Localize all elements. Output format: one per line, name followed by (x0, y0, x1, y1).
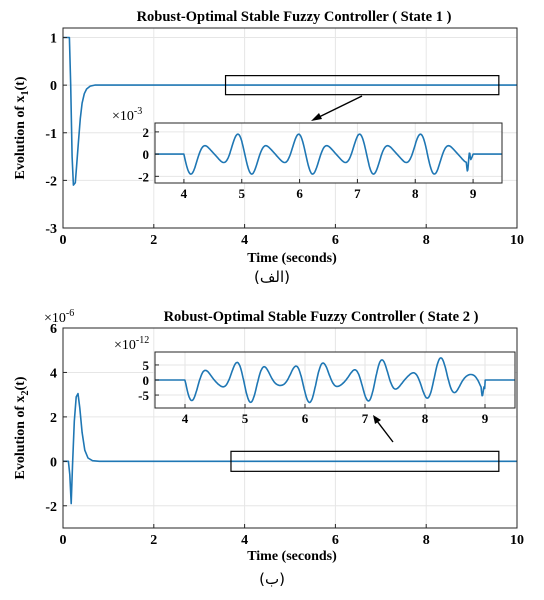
c2-x-tick-label: 0 (60, 533, 67, 548)
c1-x-tick-label: 2 (150, 233, 157, 248)
c2i-x-tick-label: 7 (362, 411, 369, 426)
c1-y-tick-label: -2 (45, 174, 57, 189)
c2i-x-tick-label: 6 (302, 411, 309, 426)
chart-1-y-axis-label-tail: (t) (13, 76, 28, 90)
c2i-y-tick-label: 0 (143, 373, 150, 388)
c1i-x-tick-label: 7 (354, 186, 361, 201)
chart-2-inset-multiplier: ×10 (114, 338, 136, 353)
chart-1-y-axis-label: Evolution of x1(t) (13, 76, 31, 179)
chart-1-inset-grid (155, 123, 502, 183)
chart-1-x-ticks: 0 2 4 6 8 10 (60, 224, 524, 248)
chart-2-inset-series (154, 357, 516, 404)
c2i-x-tick-label: 9 (482, 411, 489, 426)
c2-x-tick-label: 6 (332, 533, 339, 548)
chart-2-zoom-arrow (373, 415, 394, 443)
chart-1-series (63, 36, 517, 186)
chart-2-y-ticks: 6 4 2 0 -2 (45, 322, 67, 515)
chart-1-inset-axes-box (154, 122, 503, 184)
c2i-x-tick-label: 4 (182, 411, 189, 426)
c1-y-tick-label: -1 (45, 127, 57, 142)
chart-1-axes-box (62, 27, 518, 229)
chart-2-series (63, 392, 517, 505)
c1-x-tick-label: 0 (60, 233, 67, 248)
chart-2-title: Robust-Optimal Stable Fuzzy Controller (… (164, 309, 479, 325)
c2-series-line (63, 392, 517, 505)
chart-state-1: Robust-Optimal Stable Fuzzy Controller (… (13, 9, 524, 286)
chart-1-x-axis-label: Time (seconds) (247, 251, 337, 266)
chart-2-inset-x-ticks: 4 5 6 7 8 9 (182, 404, 489, 426)
chart-2-caption: (ب) (259, 570, 285, 588)
c2i-y-tick-label: 5 (143, 358, 150, 373)
c1i-y-tick-label: 0 (143, 147, 150, 162)
c1-y-tick-label: 1 (50, 32, 57, 47)
chart-1-inset-x-ticks: 4 5 6 7 8 9 (181, 179, 477, 201)
c2-x-tick-label: 10 (510, 533, 524, 548)
chart-1-zoom-box (224, 75, 500, 96)
chart-1-y-ticks: 1 0 -1 -2 -3 (45, 32, 67, 237)
c2-y-tick-label: 2 (50, 411, 57, 426)
c1-x-tick-label: 10 (510, 233, 524, 248)
c1i-x-tick-label: 9 (470, 186, 477, 201)
c1i-y-tick-label: -2 (138, 169, 149, 184)
c1i-x-tick-label: 6 (296, 186, 303, 201)
chart-2-y-axis-label-tail: (t) (13, 376, 28, 390)
c1i-x-tick-label: 4 (181, 186, 188, 201)
c2-x-tick-label: 8 (423, 533, 430, 548)
chart-1-inset: 4 5 6 7 8 9 2 0 -2 ×10-3 (112, 106, 503, 201)
c1-series-line (63, 36, 517, 186)
c1i-x-tick-label: 8 (412, 186, 419, 201)
chart-2-zoom-box (230, 450, 500, 472)
c1-y-tick-label: -3 (45, 222, 57, 237)
c1-x-tick-label: 8 (423, 233, 430, 248)
chart-1-inset-y-ticks: 2 0 -2 (138, 125, 159, 184)
c2-y-tick-label: -2 (45, 500, 57, 515)
chart-2-multiplier: ×10-6 (44, 308, 74, 326)
c2-x-tick-label: 2 (150, 533, 157, 548)
chart-2-x-axis-label: Time (seconds) (247, 549, 337, 564)
c2-y-tick-label: 0 (50, 455, 57, 470)
chart-2-inset-scale: ×10-12 (114, 335, 149, 353)
c2-y-tick-label: 4 (50, 366, 57, 381)
c1-x-tick-label: 4 (241, 233, 248, 248)
c2-y-tick-label: 6 (50, 322, 57, 337)
chart-2-multiplier-base: ×10 (44, 311, 66, 326)
c2i-x-tick-label: 5 (242, 411, 249, 426)
chart-2-inset-y-ticks: 50-5 (138, 358, 159, 403)
chart-2-axes-box (62, 327, 518, 529)
chart-1-zoom-arrow (311, 95, 363, 121)
c1-y-tick-label: 0 (50, 79, 57, 94)
c1-x-tick-label: 6 (332, 233, 339, 248)
c1i-y-tick-label: 2 (143, 125, 150, 140)
chart-1-y-axis-label-subscript: 1 (20, 90, 31, 95)
chart-1-inset-series (154, 133, 503, 175)
c2i-x-tick-label: 8 (422, 411, 429, 426)
chart-1-caption: (الف) (254, 268, 290, 286)
c2-inset-series-line (154, 357, 516, 404)
c1-inset-series-line (154, 133, 503, 175)
chart-1-inset-scale: ×10-3 (112, 106, 142, 124)
chart-2-inset-exponent: -12 (136, 335, 149, 346)
c2-x-tick-label: 4 (241, 533, 248, 548)
chart-2-y-axis-label: Evolution of x2(t) (13, 376, 31, 479)
chart-2-x-ticks: 0 2 4 6 8 10 (60, 524, 524, 548)
chart-1-y-axis-label-main: Evolution of x (13, 95, 28, 179)
chart-2-multiplier-exponent: -6 (66, 308, 74, 319)
chart-1-inset-multiplier: ×10 (112, 109, 134, 124)
chart-1-inset-exponent: -3 (134, 106, 142, 117)
c2i-y-tick-label: -5 (138, 388, 149, 403)
chart-2-y-axis-label-main: Evolution of x (13, 395, 28, 479)
chart-state-2: ×10-6 Robust-Optimal Stable Fuzzy Contro… (13, 308, 524, 588)
c1i-x-tick-label: 5 (239, 186, 246, 201)
chart-1-title: Robust-Optimal Stable Fuzzy Controller (… (137, 9, 452, 25)
chart-2-y-axis-label-subscript: 2 (20, 390, 31, 395)
